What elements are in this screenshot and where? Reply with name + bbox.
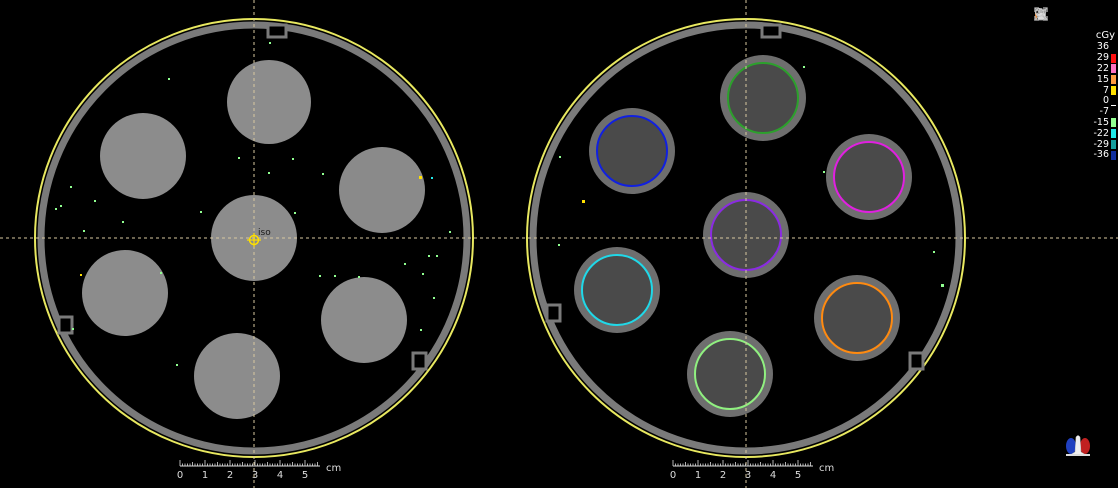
legend-value: 22	[1096, 62, 1109, 74]
legend-entry: 36	[1076, 42, 1116, 53]
anatomy-orientation-icon[interactable]	[1062, 432, 1094, 458]
legend-entry: -29	[1076, 139, 1116, 150]
structure-contour[interactable]	[581, 254, 653, 326]
legend-entry: -7	[1076, 107, 1116, 118]
scale-bar-right: 0 1 2 3 4 5 cm	[670, 460, 834, 481]
scale-tick-label: 4	[770, 470, 776, 481]
legend-swatch	[1111, 118, 1116, 128]
shell-notch	[545, 303, 562, 323]
legend-swatch	[1111, 53, 1116, 63]
view-toolbar	[1034, 7, 1112, 22]
contoured-insert	[687, 331, 773, 417]
scale-tick-label: 5	[795, 470, 801, 481]
insert-lower-left	[82, 250, 168, 336]
scale-tick-label: 3	[745, 470, 751, 481]
legend-entry: 22	[1076, 62, 1116, 75]
scale-tick-label: 2	[227, 470, 233, 481]
legend-value: -22	[1093, 127, 1109, 139]
legend-entry: 15	[1076, 74, 1116, 85]
structure-contour[interactable]	[596, 115, 668, 187]
scale-tick-label: 0	[670, 470, 676, 481]
legend-unit: cGy	[1095, 30, 1115, 41]
legend-swatch	[1111, 140, 1116, 150]
shell-notch	[266, 23, 288, 39]
shell-notch	[411, 351, 428, 371]
legend-value: 29	[1096, 52, 1109, 64]
contoured-insert	[720, 55, 806, 141]
structure-contour[interactable]	[727, 62, 799, 134]
legend-swatch	[1111, 64, 1116, 74]
structure-contour[interactable]	[821, 282, 893, 354]
dose-color-legend: cGy 36 29 22 15 7 0 -7 -15 -22 -29 -36	[1076, 30, 1116, 161]
shell-notch	[908, 351, 925, 371]
scale-tick-label: 2	[720, 470, 726, 481]
zoom-icon[interactable]	[1035, 7, 1091, 22]
scale-tick-label: 0	[177, 470, 183, 481]
legend-entry: 7	[1076, 85, 1116, 96]
legend-swatch	[1111, 42, 1116, 52]
pan-hand-icon[interactable]	[1036, 7, 1070, 22]
contoured-insert	[826, 134, 912, 220]
isocenter-marker[interactable]: iso	[247, 228, 271, 247]
legend-swatch	[1111, 150, 1116, 160]
legend-swatch	[1111, 96, 1116, 107]
contoured-insert	[589, 108, 675, 194]
legend-entry: 29	[1076, 53, 1116, 64]
scale-tick-label: 3	[252, 470, 258, 481]
legend-swatch	[1111, 75, 1116, 85]
scale-tick-label: 5	[302, 470, 308, 481]
insert-bottom	[194, 333, 280, 419]
legend-entry: -15	[1076, 116, 1116, 129]
scale-tick-label: 4	[277, 470, 283, 481]
contoured-inserts	[574, 55, 912, 417]
right-slice-view[interactable]: 0 1 2 3 4 5 cm	[510, 0, 1118, 488]
dose-specks	[558, 66, 944, 287]
scale-tick-label: 1	[202, 470, 208, 481]
legend-value: 7	[1102, 84, 1109, 96]
fit-expand-icon[interactable]	[1034, 7, 1112, 22]
structure-contour[interactable]	[833, 141, 905, 213]
scale-unit: cm	[326, 463, 341, 474]
insert-upper-right	[339, 147, 425, 233]
legend-value: 0	[1102, 95, 1109, 107]
scale-bar-left: 0 1 2 3 4 5 cm	[177, 460, 341, 481]
legend-swatch	[1111, 129, 1116, 139]
structure-contour[interactable]	[694, 338, 766, 410]
legend-value: -36	[1093, 149, 1109, 161]
shell-notch	[760, 23, 782, 39]
legend-entry: 0	[1076, 96, 1116, 107]
insert-top	[227, 60, 311, 144]
insert-lower-right	[321, 277, 407, 363]
legend-entry: -36	[1076, 150, 1116, 161]
scale-tick-label: 1	[695, 470, 701, 481]
legend-value: -15	[1093, 116, 1109, 128]
legend-value: 36	[1096, 41, 1109, 53]
shell-notch	[57, 315, 74, 335]
left-slice-view[interactable]: iso 0 1 2 3 4 5 cm	[0, 0, 510, 488]
legend-swatch	[1111, 107, 1116, 117]
scale-unit: cm	[819, 463, 834, 474]
legend-value: 15	[1096, 73, 1109, 85]
contoured-insert	[814, 275, 900, 361]
iso-label: iso	[258, 228, 271, 238]
legend-value: -29	[1093, 138, 1109, 150]
dose-specks	[55, 42, 451, 366]
contoured-insert	[574, 247, 660, 333]
insert-upper-left	[100, 113, 186, 199]
legend-entry: -22	[1076, 128, 1116, 139]
legend-swatch	[1111, 86, 1116, 96]
legend-value: -7	[1099, 106, 1109, 118]
